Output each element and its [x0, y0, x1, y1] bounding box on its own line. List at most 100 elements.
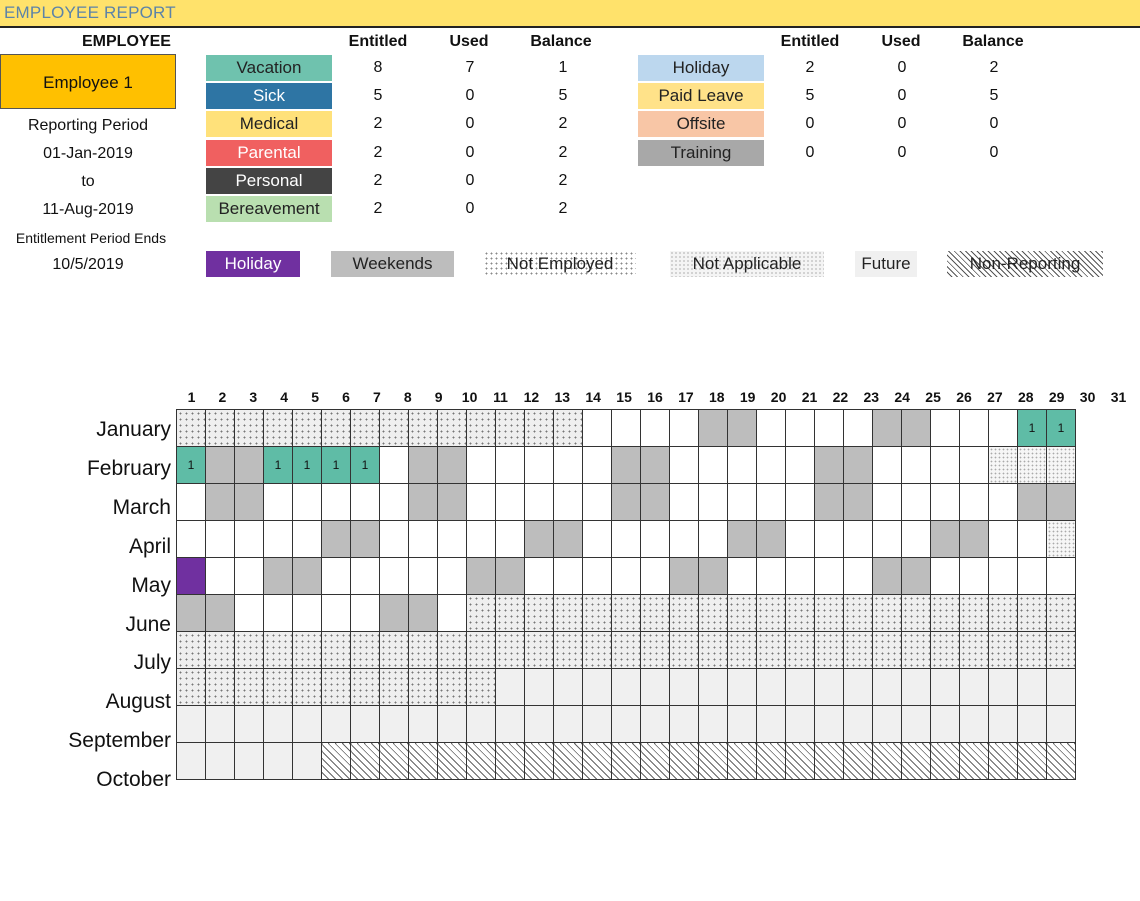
day-cell-not-employed[interactable] [988, 631, 1018, 669]
day-cell-weekend[interactable] [437, 446, 467, 484]
day-cell-day[interactable] [263, 483, 293, 521]
day-cell-day[interactable] [785, 557, 815, 595]
day-cell-weekend[interactable] [437, 483, 467, 521]
day-cell-day[interactable] [437, 594, 467, 632]
day-cell-day[interactable] [350, 557, 380, 595]
day-cell-not-employed[interactable] [176, 668, 206, 706]
day-cell-not-employed[interactable] [263, 631, 293, 669]
day-cell-future[interactable] [408, 705, 438, 743]
day-cell-day[interactable] [234, 520, 264, 558]
day-cell-future[interactable] [727, 668, 757, 706]
day-cell-weekend[interactable] [611, 446, 641, 484]
day-cell-weekend[interactable] [495, 557, 525, 595]
day-cell-not-employed[interactable] [205, 631, 235, 669]
day-cell-day[interactable] [495, 446, 525, 484]
day-cell-non-reporting[interactable] [408, 742, 438, 780]
day-cell-weekend[interactable] [205, 446, 235, 484]
day-cell-not-employed[interactable] [263, 409, 293, 447]
day-cell-not-employed[interactable] [495, 594, 525, 632]
day-cell-not-employed[interactable] [930, 631, 960, 669]
day-cell-day[interactable] [437, 557, 467, 595]
day-cell-future[interactable] [930, 705, 960, 743]
day-cell-day[interactable] [959, 557, 989, 595]
day-cell-day[interactable] [640, 520, 670, 558]
day-cell-weekend[interactable] [727, 520, 757, 558]
day-cell-day[interactable] [611, 409, 641, 447]
day-cell-future[interactable] [524, 668, 554, 706]
day-cell-not-employed[interactable] [1017, 631, 1047, 669]
day-cell-not-employed[interactable] [843, 631, 873, 669]
day-cell-day[interactable] [234, 557, 264, 595]
day-cell-not-applicable[interactable] [1046, 446, 1076, 484]
day-cell-day[interactable] [553, 557, 583, 595]
day-cell-day[interactable] [321, 483, 351, 521]
day-cell-day[interactable] [466, 520, 496, 558]
day-cell-future[interactable] [640, 668, 670, 706]
day-cell-weekend[interactable] [611, 483, 641, 521]
day-cell-day[interactable] [727, 446, 757, 484]
day-cell-future[interactable] [930, 668, 960, 706]
day-cell-day[interactable] [205, 557, 235, 595]
day-cell-future[interactable] [1017, 668, 1047, 706]
day-cell-weekend[interactable] [408, 483, 438, 521]
day-cell-not-employed[interactable] [901, 631, 931, 669]
day-cell-weekend[interactable] [408, 594, 438, 632]
left-category-vacation[interactable]: Vacation [206, 55, 332, 81]
day-cell-day[interactable] [640, 409, 670, 447]
day-cell-future[interactable] [1017, 705, 1047, 743]
day-cell-not-employed[interactable] [495, 631, 525, 669]
day-cell-not-employed[interactable] [582, 631, 612, 669]
day-cell-non-reporting[interactable] [785, 742, 815, 780]
day-cell-not-employed[interactable] [553, 631, 583, 669]
right-category-training[interactable]: Training [638, 139, 764, 166]
day-cell-not-employed[interactable] [756, 631, 786, 669]
day-cell-day[interactable] [814, 409, 844, 447]
day-cell-day[interactable] [901, 446, 931, 484]
day-cell-day[interactable] [263, 520, 293, 558]
day-cell-weekend[interactable] [756, 520, 786, 558]
day-cell-day[interactable] [930, 409, 960, 447]
day-cell-weekend[interactable] [466, 557, 496, 595]
day-cell-weekend[interactable] [553, 520, 583, 558]
right-category-holiday[interactable]: Holiday [638, 55, 764, 81]
day-cell-day[interactable] [292, 483, 322, 521]
day-cell-weekend[interactable] [408, 446, 438, 484]
day-cell-not-employed[interactable] [959, 631, 989, 669]
day-cell-not-employed[interactable] [176, 631, 206, 669]
day-cell-day[interactable] [698, 446, 728, 484]
left-category-personal[interactable]: Personal [206, 167, 332, 194]
day-cell-day[interactable] [379, 446, 409, 484]
day-cell-future[interactable] [901, 668, 931, 706]
day-cell-future[interactable] [205, 742, 235, 780]
day-cell-future[interactable] [959, 705, 989, 743]
day-cell-non-reporting[interactable] [437, 742, 467, 780]
day-cell-not-employed[interactable] [524, 631, 554, 669]
day-cell-not-employed[interactable] [234, 631, 264, 669]
day-cell-not-employed[interactable] [959, 594, 989, 632]
day-cell-not-employed[interactable] [988, 594, 1018, 632]
day-cell-day[interactable] [785, 446, 815, 484]
day-cell-not-employed[interactable] [669, 631, 699, 669]
day-cell-non-reporting[interactable] [553, 742, 583, 780]
day-cell-future[interactable] [785, 705, 815, 743]
day-cell-day[interactable] [379, 483, 409, 521]
day-cell-day[interactable] [843, 409, 873, 447]
day-cell-day[interactable] [263, 594, 293, 632]
day-cell-future[interactable] [263, 705, 293, 743]
day-cell-not-employed[interactable] [350, 631, 380, 669]
day-cell-day[interactable] [524, 483, 554, 521]
day-cell-future[interactable] [292, 705, 322, 743]
day-cell-not-employed[interactable] [524, 409, 554, 447]
day-cell-not-employed[interactable] [205, 668, 235, 706]
day-cell-non-reporting[interactable] [901, 742, 931, 780]
day-cell-not-employed[interactable] [379, 631, 409, 669]
day-cell-day[interactable] [669, 446, 699, 484]
day-cell-weekend[interactable] [234, 483, 264, 521]
day-cell-not-employed[interactable] [350, 409, 380, 447]
day-cell-not-employed[interactable] [669, 594, 699, 632]
day-cell-not-employed[interactable] [437, 668, 467, 706]
day-cell-non-reporting[interactable] [814, 742, 844, 780]
day-cell-weekend[interactable] [814, 483, 844, 521]
day-cell-day[interactable] [292, 594, 322, 632]
left-category-parental[interactable]: Parental [206, 139, 332, 166]
